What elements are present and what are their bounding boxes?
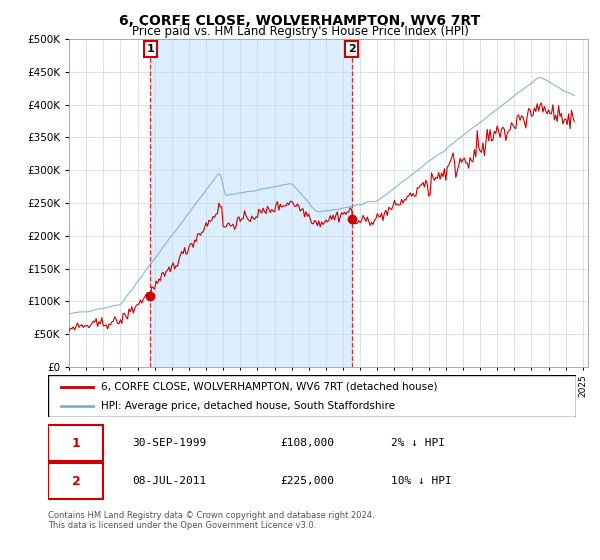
Text: 30-SEP-1999: 30-SEP-1999 xyxy=(133,438,207,448)
Text: HPI: Average price, detached house, South Staffordshire: HPI: Average price, detached house, Sout… xyxy=(101,401,395,411)
Text: 2: 2 xyxy=(71,475,80,488)
Text: 10% ↓ HPI: 10% ↓ HPI xyxy=(391,476,452,486)
Text: 08-JUL-2011: 08-JUL-2011 xyxy=(133,476,207,486)
Text: 6, CORFE CLOSE, WOLVERHAMPTON, WV6 7RT: 6, CORFE CLOSE, WOLVERHAMPTON, WV6 7RT xyxy=(119,14,481,28)
Text: Price paid vs. HM Land Registry's House Price Index (HPI): Price paid vs. HM Land Registry's House … xyxy=(131,25,469,38)
Text: 1: 1 xyxy=(71,437,80,450)
Text: £225,000: £225,000 xyxy=(280,476,334,486)
Text: £108,000: £108,000 xyxy=(280,438,334,448)
Text: 2% ↓ HPI: 2% ↓ HPI xyxy=(391,438,445,448)
Bar xyxy=(151,39,352,367)
Text: Contains HM Land Registry data © Crown copyright and database right 2024.
This d: Contains HM Land Registry data © Crown c… xyxy=(48,511,374,530)
FancyBboxPatch shape xyxy=(48,464,103,499)
Text: 6, CORFE CLOSE, WOLVERHAMPTON, WV6 7RT (detached house): 6, CORFE CLOSE, WOLVERHAMPTON, WV6 7RT (… xyxy=(101,381,437,391)
FancyBboxPatch shape xyxy=(48,425,103,461)
Text: 2: 2 xyxy=(348,44,355,54)
Text: 1: 1 xyxy=(146,44,154,54)
